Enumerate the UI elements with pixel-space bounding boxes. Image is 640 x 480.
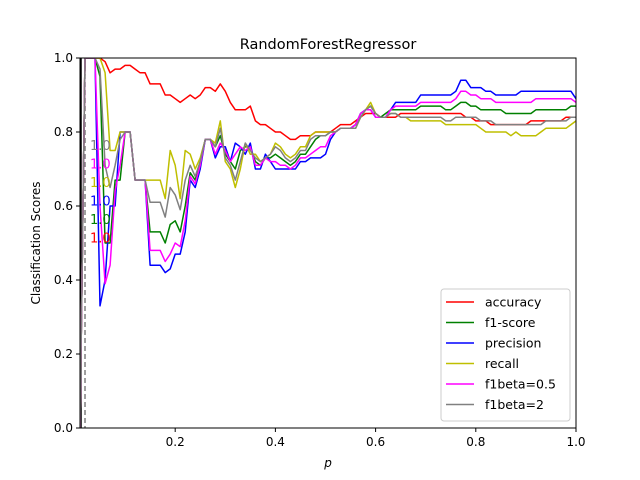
annotation-label: 1.0 [90, 176, 111, 191]
x-tick-label: 0.6 [366, 435, 385, 449]
x-tick-label: 0.4 [266, 435, 285, 449]
x-axis-label: p [323, 456, 332, 470]
series-line-4 [80, 58, 576, 428]
annotation-layer: 1.0 1.0 1.0 1.0 1.0 1.0 [90, 139, 111, 247]
annotation-label: 1.0 [90, 231, 111, 246]
y-tick-label: 0.2 [54, 347, 73, 361]
y-axis-label: Classification Scores [29, 181, 43, 304]
series-layer [80, 58, 576, 428]
y-tick-label: 1.0 [54, 51, 73, 65]
x-tick-label: 1.0 [566, 435, 585, 449]
series-line-5 [80, 58, 576, 428]
series-line-2 [80, 58, 576, 428]
legend-label: f1beta=0.5 [485, 377, 556, 392]
annotation-label: 1.0 [90, 213, 111, 228]
chart-title: RandomForestRegressor [240, 37, 417, 53]
y-axis: 0.0 0.2 0.4 0.6 0.8 1.0 [54, 51, 80, 435]
legend-label: accuracy [485, 295, 542, 310]
legend-label: recall [485, 356, 519, 371]
annotation-label: 1.0 [90, 157, 111, 172]
x-axis: 0.2 0.4 0.6 0.8 1.0 [166, 428, 586, 449]
y-tick-label: 0.4 [54, 273, 73, 287]
annotation-label: 1.0 [90, 194, 111, 209]
x-tick-label: 0.2 [166, 435, 185, 449]
y-tick-label: 0.0 [54, 421, 73, 435]
legend-label: precision [485, 336, 541, 351]
y-tick-label: 0.6 [54, 199, 73, 213]
legend-label: f1-score [485, 315, 536, 330]
x-tick-label: 0.8 [466, 435, 485, 449]
y-tick-label: 0.8 [54, 125, 73, 139]
legend-label: f1beta=2 [485, 397, 544, 412]
annotation-label: 1.0 [90, 139, 111, 154]
legend: accuracy f1-score precision recall f1beta=0.… [440, 288, 571, 422]
plot-frame [79, 57, 577, 429]
series-line-3 [80, 58, 576, 428]
